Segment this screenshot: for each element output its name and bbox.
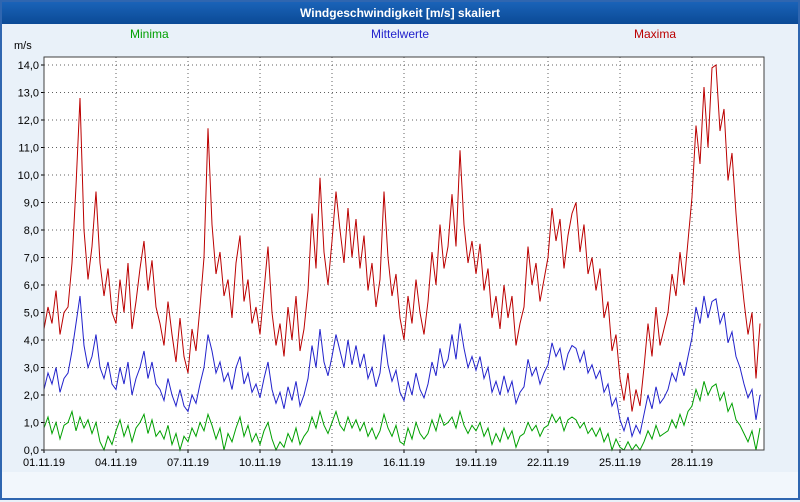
y-tick-label: 3,0 bbox=[24, 363, 39, 375]
window-title: Windgeschwindigkeit [m/s] skaliert bbox=[300, 6, 500, 20]
y-tick-label: 4,0 bbox=[24, 335, 39, 347]
y-tick-label: 11,0 bbox=[18, 143, 39, 155]
plot-border bbox=[43, 56, 765, 451]
series-line-maxima bbox=[43, 64, 761, 412]
y-tick-label: 12,0 bbox=[18, 115, 39, 127]
x-tick-label: 04.11.19 bbox=[95, 457, 137, 469]
y-tick-label: 2,0 bbox=[24, 390, 39, 402]
y-tick-label: 9,0 bbox=[24, 198, 39, 210]
y-tick-label: 1,0 bbox=[24, 418, 39, 430]
legend-label-mittelwerte: Mittelwerte bbox=[370, 27, 430, 41]
chart-legend: Minima Mittelwerte Maxima bbox=[2, 27, 798, 43]
x-tick-label: 28.11.19 bbox=[671, 457, 713, 469]
title-bar: Windgeschwindigkeit [m/s] skaliert bbox=[2, 2, 798, 24]
series-line-minima bbox=[43, 381, 761, 452]
x-tick-label: 19.11.19 bbox=[455, 457, 497, 469]
x-tick-label: 22.11.19 bbox=[527, 457, 569, 469]
y-tick-label: 0,0 bbox=[24, 445, 39, 457]
x-tick-label: 01.11.19 bbox=[23, 457, 65, 469]
legend-label-maxima: Maxima bbox=[634, 27, 677, 41]
x-tick-label: 25.11.19 bbox=[599, 457, 641, 469]
y-tick-label: 13,0 bbox=[18, 88, 39, 100]
x-tick-label: 10.11.19 bbox=[239, 457, 281, 469]
y-axis-unit-label: m/s bbox=[14, 40, 32, 52]
y-tick-label: 10,0 bbox=[18, 170, 39, 182]
y-tick-label: 6,0 bbox=[24, 280, 39, 292]
y-tick-label: 8,0 bbox=[24, 225, 39, 237]
x-tick-label: 13.11.19 bbox=[311, 457, 353, 469]
footer-panel bbox=[2, 472, 798, 498]
y-tick-label: 5,0 bbox=[24, 308, 39, 320]
x-tick-label: 07.11.19 bbox=[167, 457, 209, 469]
y-tick-label: 14,0 bbox=[18, 60, 39, 72]
y-tick-label: 7,0 bbox=[24, 253, 39, 265]
x-tick-label: 16.11.19 bbox=[383, 457, 425, 469]
legend-label-minima: Minima bbox=[130, 27, 169, 41]
series-line-mittelwerte bbox=[43, 295, 761, 439]
